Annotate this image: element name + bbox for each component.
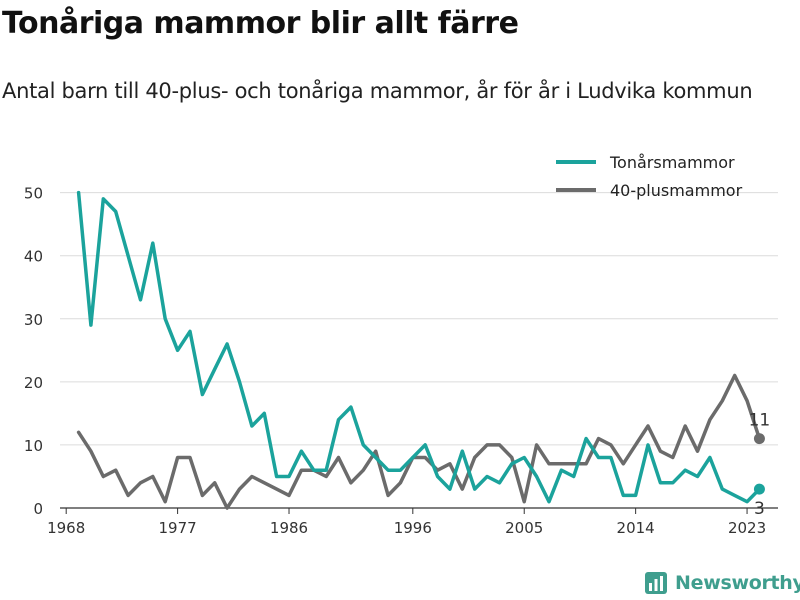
x-tick-label: 2023 bbox=[728, 519, 766, 537]
end-labels: 11 3 bbox=[749, 411, 771, 519]
brand-name: Newsworthy bbox=[675, 572, 800, 594]
y-tick-label: 0 bbox=[33, 500, 43, 518]
x-tick-label: 1986 bbox=[270, 519, 308, 537]
chart-subtitle: Antal barn till 40-plus- och tonåriga ma… bbox=[2, 79, 753, 103]
series-line-40-plusmammor bbox=[76, 373, 762, 510]
y-tick-label: 30 bbox=[24, 311, 43, 329]
grid-lines bbox=[60, 192, 778, 446]
legend-swatch-40-plusmammor bbox=[556, 188, 596, 192]
legend-item-40-plusmammor: 40-plusmammor bbox=[556, 176, 742, 204]
legend-swatch-tonarsmammor bbox=[556, 160, 596, 164]
axes: 0 10 20 30 40 50 1968 1977 1986 1996 2005 2014 2023 bbox=[24, 185, 778, 537]
y-tick-label: 50 bbox=[24, 185, 43, 203]
x-tick-label: 1977 bbox=[159, 519, 197, 537]
y-tick-label: 40 bbox=[24, 248, 43, 266]
legend-label-tonarsmammor: Tonårsmammor bbox=[610, 152, 735, 172]
x-tick-label: 2005 bbox=[505, 519, 543, 537]
end-point-tonarsmammor bbox=[753, 483, 765, 495]
y-tick-label: 20 bbox=[24, 374, 43, 392]
newsworthy-logo-icon bbox=[645, 572, 667, 594]
end-point-40-plusmammor bbox=[753, 433, 765, 445]
series-line-tonarsmammor bbox=[76, 190, 762, 504]
end-label-40-plusmammor: 11 bbox=[749, 411, 771, 431]
legend-item-tonarsmammor: Tonårsmammor bbox=[556, 148, 742, 176]
page-title: Tonåriga mammor blir allt färre bbox=[2, 6, 519, 41]
y-tick-label: 10 bbox=[24, 437, 43, 455]
end-label-tonarsmammor: 3 bbox=[754, 499, 765, 519]
x-tick-label: 1996 bbox=[394, 519, 432, 537]
x-tick-label: 1968 bbox=[47, 519, 85, 537]
x-tick-label: 2014 bbox=[617, 519, 655, 537]
brand-logo: Newsworthy bbox=[645, 570, 800, 596]
series-lines bbox=[76, 190, 762, 510]
legend-label-40-plusmammor: 40-plusmammor bbox=[610, 180, 743, 200]
chart-legend: Tonårsmammor 40-plusmammor bbox=[556, 148, 742, 204]
